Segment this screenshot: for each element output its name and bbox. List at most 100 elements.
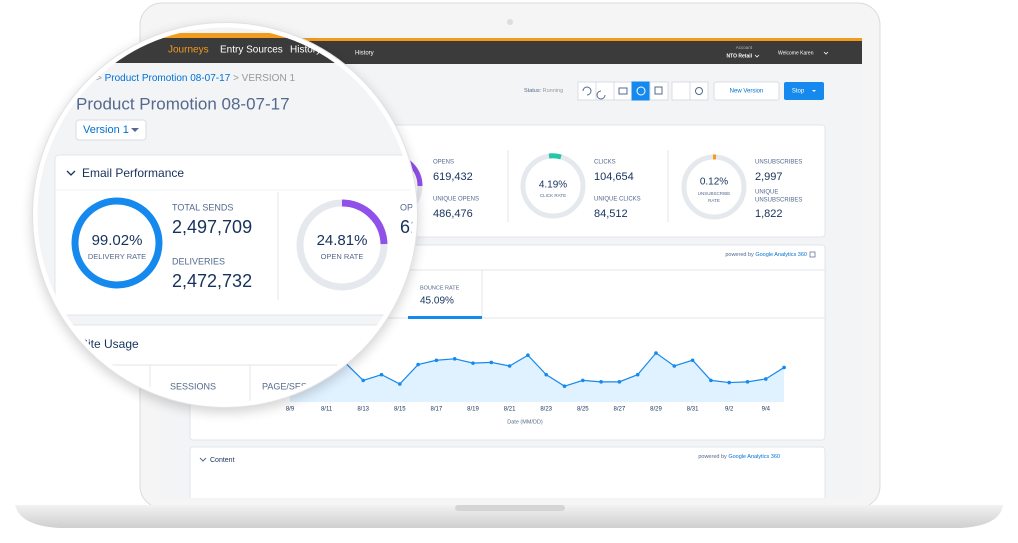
metric-value: 2,472,732 xyxy=(172,271,252,291)
breadcrumb: > Product Promotion 08-07-17 > VERSION 1 xyxy=(96,73,295,84)
nav-accent xyxy=(35,33,415,38)
version-label: Version 1 xyxy=(83,124,129,136)
x-tick-label: 8/21 xyxy=(504,407,516,413)
metric-value: 2,997 xyxy=(755,171,783,183)
icon-button[interactable] xyxy=(577,81,597,101)
welcome[interactable]: Welcome Karen xyxy=(778,50,814,56)
content-title: Content xyxy=(210,457,235,464)
metric-value: 619,432 xyxy=(400,217,465,237)
point xyxy=(361,378,366,383)
x-tick-label: 9/4 xyxy=(762,407,771,413)
status-value: Running xyxy=(543,88,564,94)
point xyxy=(507,364,512,368)
account-label: Account xyxy=(736,45,753,50)
metric-label: CLICKS xyxy=(594,160,616,166)
point xyxy=(526,353,530,358)
metric-value: 1,822 xyxy=(755,208,783,220)
tab-value: 45.09% xyxy=(420,296,454,307)
chevron xyxy=(199,457,207,462)
icon-button[interactable] xyxy=(613,81,633,101)
new-version-label: New Version xyxy=(730,89,764,95)
tab-label[interactable]: PAGE/SESSION xyxy=(262,381,329,391)
rate-label: OPEN RATE xyxy=(321,252,364,261)
x-axis-label: Date (MM/DD) xyxy=(507,419,543,425)
rate-value: 0.12% xyxy=(700,177,728,188)
point xyxy=(489,360,494,365)
icon-button[interactable] xyxy=(671,81,691,101)
point xyxy=(764,377,768,381)
x-tick-label: 8/29 xyxy=(650,407,662,413)
caret xyxy=(754,54,760,58)
version-button[interactable] xyxy=(75,119,147,141)
x-tick-label: 8/23 xyxy=(540,407,552,413)
point xyxy=(416,362,420,367)
nav-item[interactable]: History xyxy=(355,51,374,57)
stop-button[interactable] xyxy=(784,82,824,100)
icon xyxy=(636,86,646,96)
metric-label: UNIQUE CLICKS xyxy=(594,197,641,203)
point xyxy=(452,357,457,361)
rate-label: UNSUBSCRIBE xyxy=(698,191,731,196)
metric-value: 104,654 xyxy=(594,171,634,183)
icon-button[interactable] xyxy=(649,81,669,101)
point xyxy=(434,358,439,363)
camera xyxy=(507,19,513,25)
chevron xyxy=(66,170,76,176)
breadcrumb-link[interactable]: Product Promotion 08-07-17 xyxy=(105,73,231,84)
new-version-button[interactable] xyxy=(713,81,780,101)
metric-value: 619,432 xyxy=(433,171,473,183)
powered-by-text: powered by xyxy=(725,252,754,258)
icon xyxy=(618,87,628,95)
point xyxy=(690,358,695,363)
x-tick-label: 8/11 xyxy=(321,407,333,413)
account[interactable]: NTO Retail xyxy=(727,53,753,59)
nav-item[interactable]: History xyxy=(290,45,321,56)
x-tick-label: 8/17 xyxy=(431,407,443,413)
nav-item-active[interactable]: Journeys xyxy=(168,45,209,56)
x-tick-label: 8/19 xyxy=(467,407,479,413)
point xyxy=(544,372,548,377)
icon-button-active[interactable] xyxy=(631,81,651,101)
icon-button[interactable] xyxy=(595,81,615,101)
point xyxy=(379,372,384,377)
icon-button[interactable] xyxy=(689,81,709,101)
tab-label[interactable]: SESSIONS xyxy=(170,381,216,391)
point xyxy=(562,384,567,388)
nav-item[interactable]: Entry Sources xyxy=(220,45,283,56)
rate-value: 4.19% xyxy=(539,180,567,191)
point xyxy=(727,380,731,385)
x-tick-label: 8/13 xyxy=(357,407,369,413)
icon xyxy=(695,87,703,95)
card-title: Email Performance xyxy=(82,166,184,180)
nav-accent xyxy=(160,38,862,41)
metric-label: OPENS xyxy=(433,160,454,166)
line-area xyxy=(290,353,785,402)
rate-value: 24.81% xyxy=(317,232,368,249)
point xyxy=(635,372,640,377)
powered-by: powered by Google Analytics 360 xyxy=(698,454,780,460)
point xyxy=(654,351,658,355)
caret xyxy=(823,51,829,55)
donut-arc xyxy=(71,197,163,289)
icon xyxy=(582,86,606,100)
metric-label: OPENS xyxy=(400,202,432,212)
provider-link[interactable]: Google Analytics 360 xyxy=(728,454,780,460)
status-label: Status: xyxy=(524,88,542,94)
page-title: Product Promotion 08-07-17 xyxy=(76,94,290,113)
metric-label: UNIQUE xyxy=(755,190,778,196)
rate-label: DELIVERY RATE xyxy=(88,252,146,261)
line-chart: 8/9 8/11 8/13 8/15 8/17 8/19 8/21 8/23 8/25 8/27 8… xyxy=(286,351,786,425)
powered-by: powered by Google Analytics 360 xyxy=(725,252,807,258)
magnifier-edge xyxy=(32,22,418,408)
tab-label[interactable]: BOUNCE RATE xyxy=(420,285,460,291)
point xyxy=(782,365,786,370)
provider-link[interactable]: Google Analytics 360 xyxy=(755,252,807,258)
line xyxy=(289,352,785,387)
x-tick-label: 9/2 xyxy=(725,407,734,413)
caret xyxy=(812,90,816,92)
breadcrumb-sep: > xyxy=(96,73,102,84)
metric-label: UNSUBSCRIBES xyxy=(755,198,802,204)
